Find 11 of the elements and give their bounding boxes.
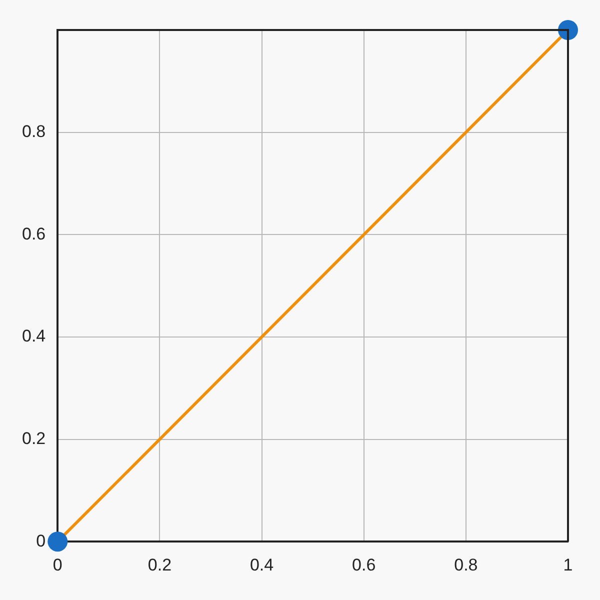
y-tick-label: 0.4 xyxy=(22,326,46,346)
y-tick-label: 0 xyxy=(36,531,46,550)
y-tick-label: 0.6 xyxy=(22,224,46,244)
y-tick-label: 0.8 xyxy=(22,122,46,142)
x-tick-label: 0 xyxy=(52,555,62,574)
x-tick-label: 0.6 xyxy=(352,555,376,574)
x-tick-label: 0.8 xyxy=(454,555,478,574)
x-tick-label: 0.2 xyxy=(148,555,172,574)
x-tick-label: 0.4 xyxy=(250,555,274,574)
y-tick-label: 0.2 xyxy=(22,428,46,448)
x-tick-label: 1 xyxy=(563,555,573,574)
